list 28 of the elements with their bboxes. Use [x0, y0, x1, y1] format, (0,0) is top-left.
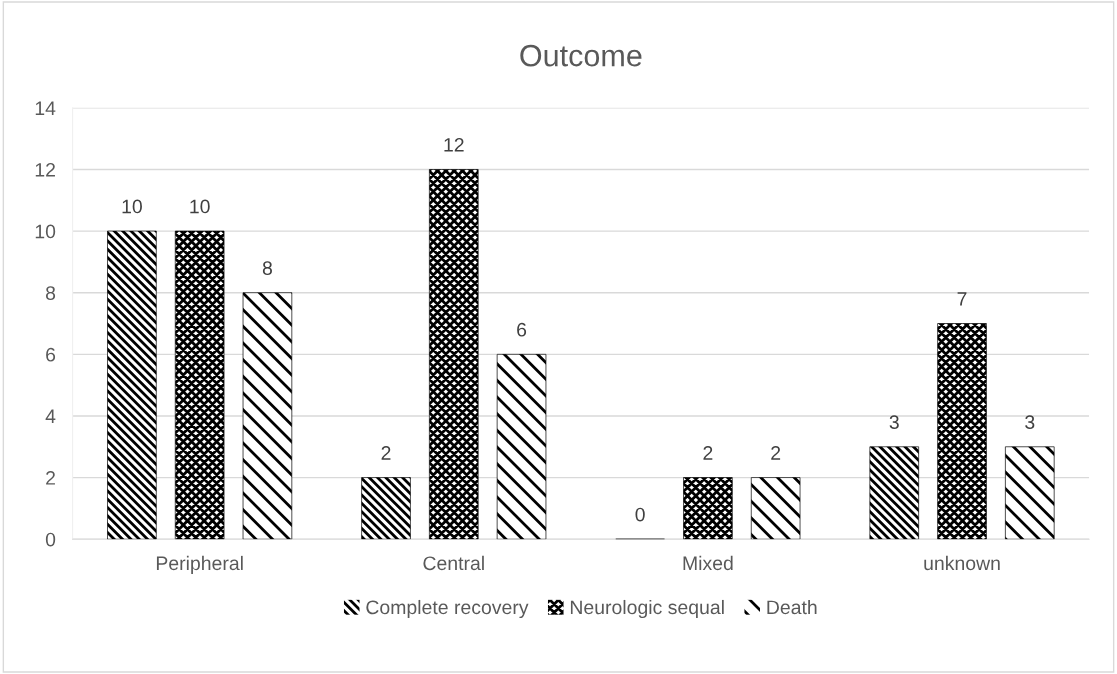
x-tick-label: Central — [423, 555, 484, 571]
y-tick-label: 12 — [35, 162, 55, 177]
y-tick-label: 14 — [35, 101, 56, 115]
x-tick-label: unknown — [924, 555, 1000, 571]
legend-label: Complete recovery — [366, 599, 529, 619]
y-tick-label: 10 — [35, 224, 56, 239]
legend-label: Neurologic sequal — [570, 599, 724, 619]
data-label: 8 — [262, 261, 272, 275]
y-tick-label: 6 — [46, 347, 56, 362]
data-label: 3 — [889, 415, 899, 430]
data-label: 7 — [957, 292, 967, 306]
x-tick-label: Peripheral — [156, 555, 243, 574]
x-tick-label: Mixed — [683, 555, 733, 571]
data-label: 0 — [635, 507, 645, 522]
data-label: 10 — [190, 199, 210, 214]
data-label: 2 — [703, 446, 713, 460]
y-tick-label: 0 — [45, 532, 56, 547]
data-label: 2 — [381, 446, 391, 460]
data-label: 6 — [517, 322, 527, 337]
data-label: 10 — [122, 199, 142, 214]
data-label: 2 — [771, 446, 781, 460]
data-label: 12 — [444, 137, 464, 152]
chart-title: Outcome — [520, 44, 642, 67]
data-label: 3 — [1025, 415, 1035, 430]
y-tick-label: 4 — [45, 409, 56, 423]
y-tick-label: 2 — [46, 471, 55, 485]
y-tick-label: 8 — [45, 286, 56, 300]
legend-label: Death — [767, 599, 817, 615]
